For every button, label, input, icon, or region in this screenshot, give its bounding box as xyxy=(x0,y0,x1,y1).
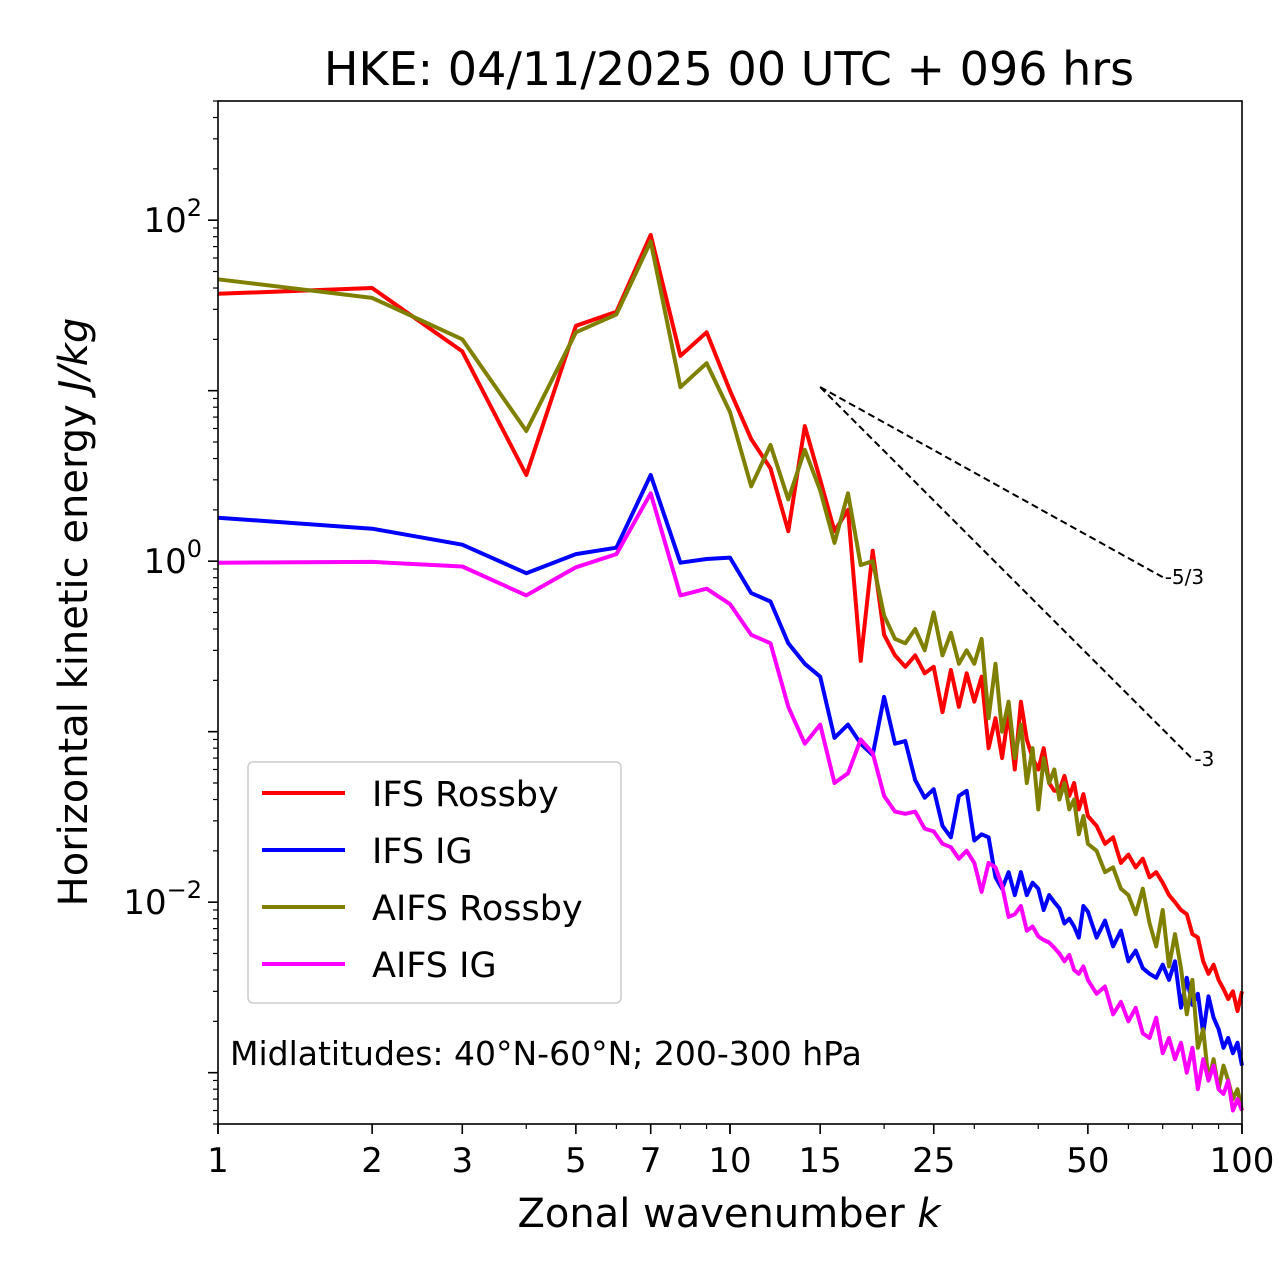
x-tick-label: 2 xyxy=(361,1141,383,1181)
region-annotation: Midlatitudes: 40°N-60°N; 200-300 hPa xyxy=(230,1034,862,1073)
reference-slope-label: -5/3 xyxy=(1165,565,1204,589)
reference-slope-label: -3 xyxy=(1194,747,1214,771)
y-axis-ticks: 102 100 10−2 xyxy=(123,100,218,1125)
y-tick-label: 10−2 xyxy=(123,876,202,923)
chart-title: HKE: 04/11/2025 00 UTC + 096 hrs xyxy=(324,42,1134,96)
x-tick-label: 25 xyxy=(912,1141,955,1181)
x-axis-ticks: 1 2 3 5 7 10 15 25 50 100 xyxy=(207,1124,1274,1181)
x-tick-label: 3 xyxy=(451,1141,473,1181)
x-tick-label: 15 xyxy=(799,1141,842,1181)
legend-label: AIFS Rossby xyxy=(372,889,583,929)
legend: IFS Rossby IFS IG AIFS Rossby AIFS IG xyxy=(247,761,622,1004)
reference-slopes: -5/3 -3 xyxy=(819,386,1214,771)
series-line-aifs-ig xyxy=(217,491,1244,1113)
y-tick-label: 102 xyxy=(143,194,202,241)
legend-label: IFS Rossby xyxy=(372,775,559,815)
x-tick-label: 50 xyxy=(1066,1141,1109,1181)
x-axis-label: Zonal wavenumber k xyxy=(517,1191,942,1237)
x-tick-label: 100 xyxy=(1210,1141,1275,1181)
y-axis-label: Horizontal kinetic energy J/kg xyxy=(51,318,97,907)
series-group xyxy=(217,232,1244,1113)
legend-label: AIFS IG xyxy=(372,946,497,986)
legend-label: IFS IG xyxy=(372,832,473,872)
series-line-ifs-rossby xyxy=(217,232,1244,1013)
legend-frame xyxy=(247,761,622,1004)
reference-slope-line xyxy=(819,386,1164,579)
series-line-aifs-rossby xyxy=(217,239,1244,1111)
series-line-ifs-ig xyxy=(217,473,1244,1066)
x-tick-label: 1 xyxy=(207,1141,229,1181)
x-tick-label: 5 xyxy=(565,1141,587,1181)
y-tick-label: 100 xyxy=(143,535,202,582)
x-tick-label: 7 xyxy=(640,1141,662,1181)
x-tick-label: 10 xyxy=(708,1141,751,1181)
